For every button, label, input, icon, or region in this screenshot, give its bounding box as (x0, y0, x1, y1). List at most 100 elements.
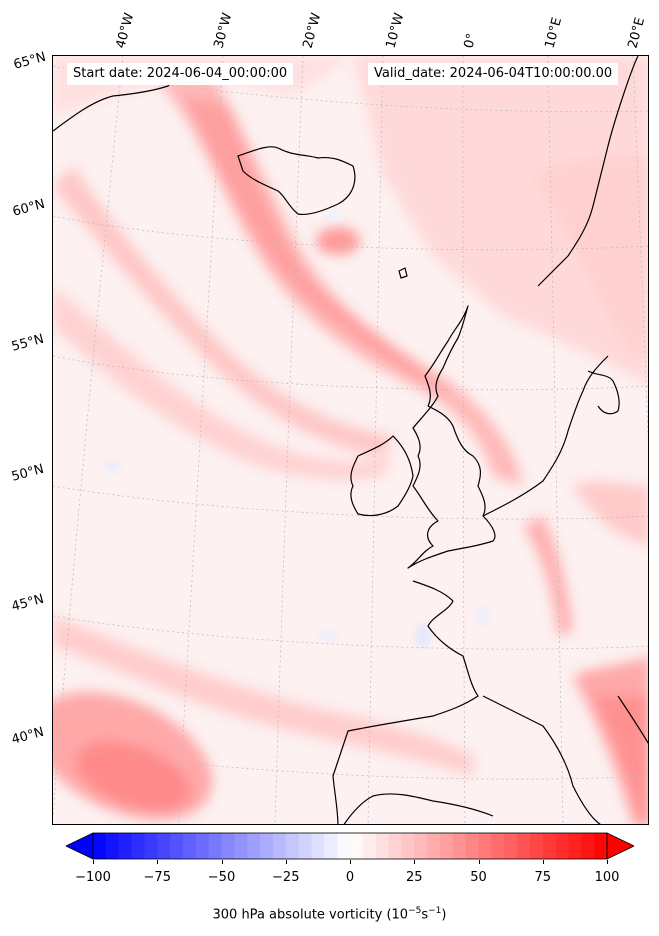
colorbar-cell (221, 833, 235, 859)
colorbar-tick-mark (350, 860, 351, 864)
coast-faroe (398, 267, 408, 279)
colorbar-cell (529, 833, 544, 859)
colorbar-cell (234, 833, 248, 859)
colorbar-label-mid: s (421, 907, 429, 923)
colorbar-tick-label: 50 (470, 870, 487, 885)
colorbar-cell (131, 833, 145, 859)
colorbar-tick-label: −100 (75, 870, 111, 885)
map-panel (52, 55, 649, 825)
colorbar-outline (92, 832, 608, 860)
colorbar-cell (414, 833, 428, 859)
colorbar-tick-mark (93, 860, 94, 864)
colorbar-cell (594, 833, 608, 859)
colorbar-cell (298, 833, 312, 859)
vorticity-map (53, 56, 648, 824)
coast-norway (537, 56, 639, 287)
colorbar-cell (491, 833, 505, 859)
colorbar-cell (350, 833, 364, 859)
colorbar-cell (465, 833, 479, 859)
colorbar-tick-mark (285, 860, 287, 864)
colorbar-tick-mark (414, 860, 416, 864)
colorbar-cell (182, 833, 197, 859)
colorbar-tick-label: 0 (345, 870, 355, 885)
lat-label-40n: 40°N (10, 724, 46, 748)
colorbar-tick-label: 75 (534, 870, 552, 885)
lon-label-0: 0° (461, 31, 480, 50)
colorbar-cell (144, 833, 158, 859)
coast-iceland (237, 146, 356, 216)
colorbar-cell (388, 833, 402, 859)
colorbar-cell (208, 833, 222, 859)
colorbar-label: 300 hPa absolute vorticity (10−5s−1) (0, 906, 659, 922)
colorbar-cell (105, 833, 120, 859)
colorbar-cell (439, 833, 454, 859)
colorbar-tick-label: −50 (207, 870, 236, 885)
colorbar-label-suffix: ) (441, 907, 447, 923)
colorbar-cell (247, 833, 261, 859)
colorbar-tick-label: 100 (594, 870, 620, 885)
coast-greenland (53, 75, 179, 132)
colorbar-cell (517, 833, 531, 859)
graticule (53, 56, 648, 824)
lat-label-50n: 50°N (10, 461, 46, 485)
lat-label-60n: 60°N (11, 196, 47, 220)
colorbar-tick-label: −75 (143, 870, 171, 885)
colorbar-cell (427, 833, 441, 859)
colorbar-tick-label: −25 (272, 870, 300, 885)
colorbar-tick-label: 25 (405, 870, 423, 885)
colorbar-cell (375, 833, 390, 859)
coast-north-africa (343, 793, 494, 824)
colorbar-cell (401, 833, 415, 859)
colorbar-cell (93, 833, 107, 859)
colorbar-tick-mark (221, 860, 223, 864)
lat-label-55n: 55°N (10, 331, 46, 355)
colorbar-label-exp1: −5 (408, 906, 422, 916)
colorbar-cell (324, 833, 338, 859)
lon-label-10w: 10°W (383, 11, 408, 50)
lon-label-30w: 30°W (211, 11, 236, 50)
colorbar-cell (272, 833, 287, 859)
coastlines (53, 56, 648, 824)
lon-label-40w: 40°W (113, 11, 138, 50)
lon-label-20e: 20°E (625, 15, 649, 51)
colorbar-cell (285, 833, 300, 859)
coast-europe-north (482, 355, 609, 517)
lat-label-65n: 65°N (12, 49, 48, 73)
lon-label-10e: 10°E (542, 15, 566, 51)
colorbar-tick-mark (478, 860, 480, 864)
start-date-label: Start date: 2024-06-04_00:00:00 (67, 63, 294, 85)
negative-vorticity-patches (105, 210, 489, 648)
vorticity-field (53, 56, 648, 824)
valid-date-label: Valid_date: 2024-06-04T10:00:00.00 (368, 63, 619, 85)
colorbar-cells (93, 833, 608, 859)
colorbar-cell (555, 833, 569, 859)
colorbar-cell (542, 833, 557, 859)
colorbar-label-prefix: 300 hPa absolute vorticity (10 (212, 907, 409, 923)
coast-great-britain (407, 305, 496, 569)
colorbar-tick-mark (157, 860, 159, 864)
coast-ireland (350, 435, 414, 517)
colorbar-cell (195, 833, 210, 859)
coast-italy (617, 695, 648, 744)
lon-label-20w: 20°W (300, 11, 325, 50)
colorbar-cell (568, 833, 582, 859)
colorbar-extend-max (606, 832, 634, 860)
colorbar-extend-min (66, 832, 94, 860)
colorbar-cell (170, 833, 184, 859)
coast-mediterranean (482, 695, 601, 824)
colorbar-cell (337, 833, 351, 859)
colorbar-label-exp2: −1 (428, 906, 442, 916)
colorbar-cell (260, 833, 274, 859)
coast-denmark (587, 370, 620, 415)
colorbar-cell (581, 833, 595, 859)
colorbar-cell (118, 833, 133, 859)
colorbar-cell (452, 833, 467, 859)
colorbar-tick-mark (542, 860, 544, 864)
colorbar (66, 832, 634, 860)
colorbar-cell (478, 833, 492, 859)
lat-label-45n: 45°N (10, 591, 46, 615)
coast-france-iberia (332, 580, 479, 824)
colorbar-cell (157, 833, 171, 859)
colorbar-tick-mark (607, 860, 608, 864)
colorbar-cell (311, 833, 325, 859)
